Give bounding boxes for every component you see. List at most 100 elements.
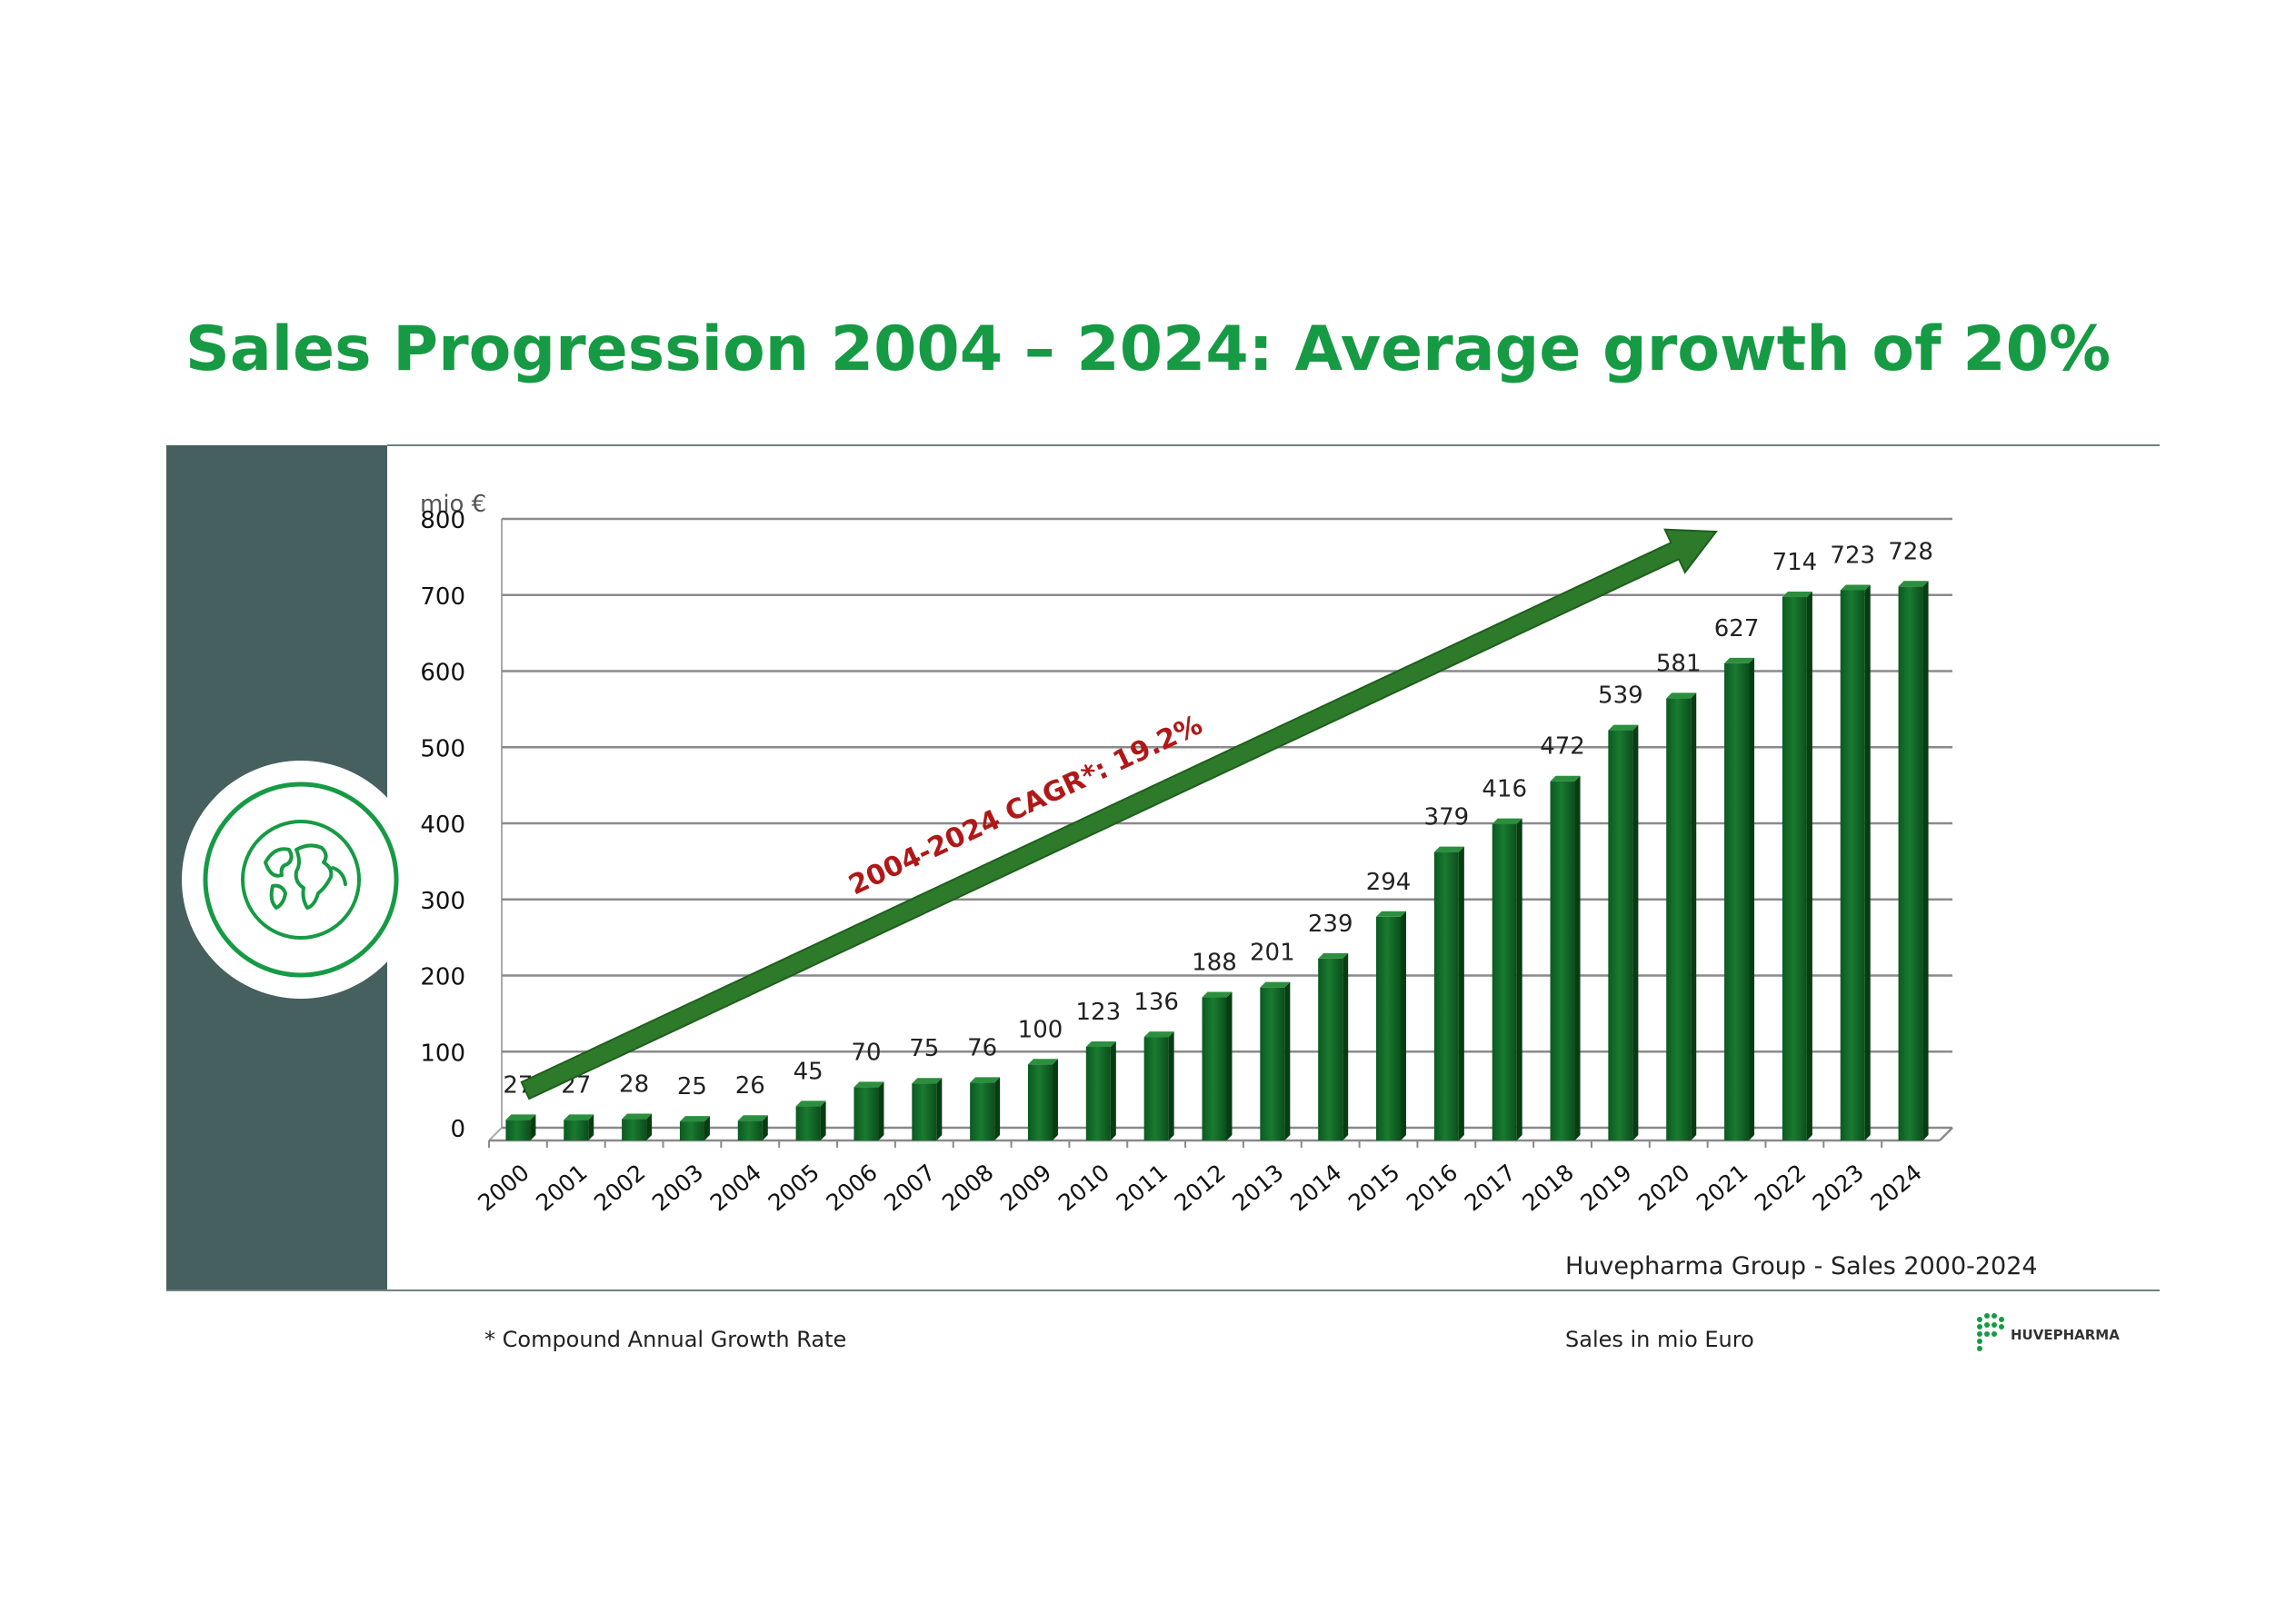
bar-side xyxy=(1458,846,1464,1140)
globe-badge xyxy=(182,761,420,999)
data-label: 123 xyxy=(1075,999,1121,1026)
bar-front xyxy=(1202,997,1227,1140)
y-axis-label: mio € xyxy=(420,491,486,518)
bar-front xyxy=(970,1082,995,1140)
bars xyxy=(505,581,1929,1140)
bar xyxy=(1608,724,1639,1140)
bar xyxy=(1202,991,1233,1140)
bar-side xyxy=(1226,991,1233,1140)
bar-front xyxy=(622,1119,647,1140)
y-tick-label: 700 xyxy=(420,583,465,611)
x-tick-label: 2007 xyxy=(879,1159,940,1216)
bar xyxy=(622,1113,653,1140)
bar-front xyxy=(1085,1046,1111,1140)
bar-side xyxy=(530,1114,536,1140)
growth-arrow xyxy=(520,528,1718,1100)
data-label: 472 xyxy=(1540,733,1585,761)
huvepharma-logo: HUVEPHARMA xyxy=(1972,1309,2136,1363)
bar-top xyxy=(1433,846,1464,852)
x-tick-label: 2021 xyxy=(1692,1159,1752,1216)
x-tick-label: 2024 xyxy=(1866,1159,1927,1216)
data-label: 379 xyxy=(1424,804,1470,831)
data-label: 539 xyxy=(1598,682,1643,710)
data-label: 136 xyxy=(1133,989,1179,1016)
bar xyxy=(1318,952,1349,1140)
globe-icon xyxy=(203,782,399,978)
bar xyxy=(1782,592,1812,1140)
bar xyxy=(679,1116,710,1140)
bar-front xyxy=(1433,851,1459,1140)
bar-front xyxy=(795,1106,821,1140)
y-tick-label: 500 xyxy=(420,735,465,762)
bar-front xyxy=(1027,1064,1053,1140)
bar-side xyxy=(1574,775,1581,1140)
bar-front xyxy=(1318,958,1343,1140)
bar-top xyxy=(679,1116,710,1122)
bar-side xyxy=(1401,911,1407,1140)
bar-front xyxy=(1376,916,1402,1140)
bar xyxy=(1027,1059,1058,1140)
x-tick-label: 2017 xyxy=(1460,1159,1521,1216)
data-label: 28 xyxy=(619,1071,649,1099)
bar-top xyxy=(1608,724,1639,731)
y-tick-label: 400 xyxy=(420,812,465,839)
x-tick-label: 2013 xyxy=(1227,1159,1288,1216)
bar-top xyxy=(1318,952,1349,959)
x-tick-label: 2002 xyxy=(589,1159,650,1216)
bar-side xyxy=(1516,818,1522,1140)
bar-front xyxy=(1666,698,1692,1140)
x-tick-label: 2009 xyxy=(995,1159,1056,1216)
x-tick-label: 2018 xyxy=(1518,1159,1579,1216)
y-tick-label: 600 xyxy=(420,660,465,687)
bar-top xyxy=(737,1115,768,1121)
bar xyxy=(1260,981,1291,1140)
bar-top xyxy=(1202,991,1233,998)
bar-side xyxy=(1284,981,1291,1140)
bar xyxy=(1840,584,1871,1140)
bar xyxy=(505,1114,536,1140)
data-label: 100 xyxy=(1018,1016,1063,1043)
data-label: 627 xyxy=(1714,615,1760,642)
x-tick-label: 2005 xyxy=(764,1159,824,1216)
bar-side xyxy=(646,1113,653,1140)
bar-top xyxy=(1782,592,1812,598)
bar-side xyxy=(1632,724,1639,1140)
bar-front xyxy=(1608,730,1633,1140)
bar xyxy=(1085,1041,1116,1140)
bar xyxy=(1492,818,1522,1140)
data-label: 201 xyxy=(1250,940,1295,967)
bar-side xyxy=(762,1115,768,1140)
bar-top xyxy=(564,1114,594,1120)
x-tick-label: 2004 xyxy=(705,1159,766,1216)
data-label: 70 xyxy=(851,1039,881,1066)
bar-top xyxy=(1260,981,1291,988)
bar-side xyxy=(878,1081,884,1140)
bar-top xyxy=(1376,911,1407,917)
bar xyxy=(1143,1031,1174,1140)
x-tick-label: 2019 xyxy=(1575,1159,1636,1216)
footnote: * Compound Annual Growth Rate xyxy=(484,1327,847,1352)
bar-side xyxy=(1691,692,1697,1140)
logo-mark-icon: HUVEPHARMA xyxy=(1977,1313,2120,1351)
data-label: 188 xyxy=(1192,950,1237,977)
bar-side xyxy=(1806,592,1812,1140)
bar-front xyxy=(505,1120,531,1140)
data-label: 45 xyxy=(794,1058,824,1085)
growth-arrow-shape xyxy=(520,528,1718,1100)
bar-side xyxy=(1168,1031,1174,1140)
x-tick-label: 2008 xyxy=(937,1159,998,1216)
x-tick-label: 2003 xyxy=(647,1159,708,1216)
bar-top xyxy=(1666,692,1697,699)
bar-top xyxy=(1492,818,1522,824)
bar-front xyxy=(564,1120,589,1140)
bar-top xyxy=(505,1114,536,1120)
chart-source-label: Huvepharma Group - Sales 2000-2024 xyxy=(1565,1252,2038,1280)
data-label: 76 xyxy=(967,1034,997,1061)
bar xyxy=(1376,911,1407,1140)
bar-top xyxy=(970,1077,1001,1083)
bar xyxy=(737,1115,768,1140)
bar-side xyxy=(1052,1059,1058,1140)
bar-front xyxy=(1260,987,1285,1140)
